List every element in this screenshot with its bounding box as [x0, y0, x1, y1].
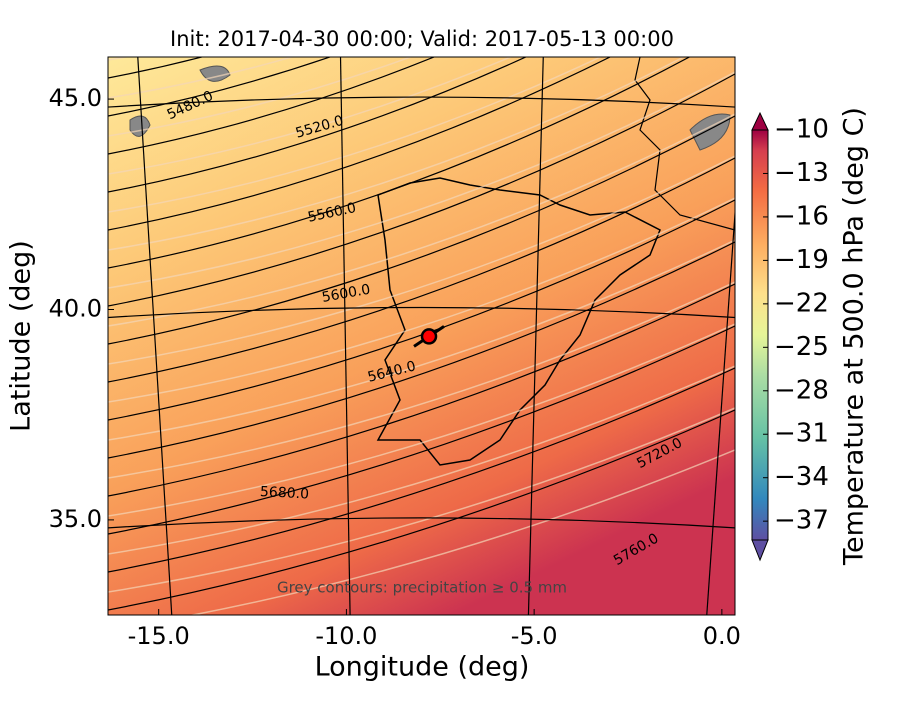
colorbar-tick-label: −13: [774, 158, 829, 188]
temperature-contour: [108, 113, 735, 327]
height-contour: [108, 57, 528, 193]
meridian: [706, 204, 735, 615]
meridian: [527, 57, 544, 615]
height-contour: [108, 57, 612, 231]
height-contour: [108, 57, 205, 79]
parallel: [108, 306, 735, 319]
colorbar-tick-label: −37: [774, 506, 829, 536]
temperature-contour: [108, 57, 603, 213]
map-title: Init: 2017-04-30 00:00; Valid: 2017-05-1…: [170, 27, 674, 51]
temperature-contour: [108, 57, 295, 99]
temperature-contour: [108, 57, 513, 175]
colorbar-tick-label: −16: [774, 201, 829, 231]
colorbar-tick-label: −22: [774, 288, 829, 318]
coastline: [376, 177, 661, 466]
temperature-contour: [108, 365, 735, 555]
height-contour: [108, 157, 735, 383]
temperature-contour: [188, 449, 735, 615]
temperature-contour: [108, 71, 735, 289]
temperature-contour: [108, 57, 413, 137]
annotation: Grey contours: precipitation ≥ 0.5 mm: [277, 579, 567, 597]
temperature-contour: [108, 407, 735, 593]
colorbar-tick-label: −28: [774, 375, 829, 405]
contour-label: 5680.0: [260, 484, 310, 503]
height-contour: [108, 283, 735, 497]
parallel: [108, 517, 735, 529]
height-contour: [108, 73, 735, 307]
temperature-contour: [108, 281, 735, 479]
x-tick-label: -10.0: [315, 622, 377, 650]
x-axis-label: Longitude (deg): [315, 652, 530, 683]
contours: [108, 57, 735, 615]
height-contour: [108, 367, 735, 573]
temperature-contour: [108, 239, 735, 441]
y-tick-label: 35.0: [49, 505, 102, 533]
height-contour: [108, 115, 735, 345]
y-tick-label: 40.0: [49, 294, 102, 322]
meridian: [137, 57, 173, 615]
colorbar-tick-label: −34: [774, 462, 829, 492]
colorbar-extend: [751, 111, 769, 131]
height-contour: [108, 409, 735, 611]
colorbar-tick-label: −31: [774, 419, 829, 449]
meridian: [339, 57, 351, 615]
parallel: [108, 96, 735, 108]
colorbar-tick-label: −19: [774, 245, 829, 275]
x-tick-label: 0.0: [703, 622, 741, 650]
y-axis-label: Latitude (deg): [6, 240, 37, 432]
x-tick-label: -15.0: [128, 622, 190, 650]
temperature-contour: [108, 155, 735, 365]
temperature-contour: [108, 197, 735, 403]
height-contour: [108, 57, 332, 117]
height-contour: [108, 241, 735, 459]
height-contour: [108, 57, 691, 269]
colorbar-tick-label: −10: [774, 115, 829, 145]
temperature-contour: [108, 323, 735, 517]
height-contour: [108, 325, 735, 535]
colorbar-extend: [751, 539, 769, 562]
plot-frame: [107, 56, 736, 616]
colorbar-tick-label: −25: [774, 332, 829, 362]
location-marker: [420, 328, 438, 345]
height-contour: [108, 57, 436, 155]
y-tick-label: 45.0: [49, 84, 102, 112]
temperature-contour: [108, 57, 686, 251]
x-tick-label: -5.0: [511, 622, 558, 650]
colorbar-label: Temperature at 500.0 hPa (deg C): [839, 107, 870, 566]
colorbar: [751, 129, 769, 541]
